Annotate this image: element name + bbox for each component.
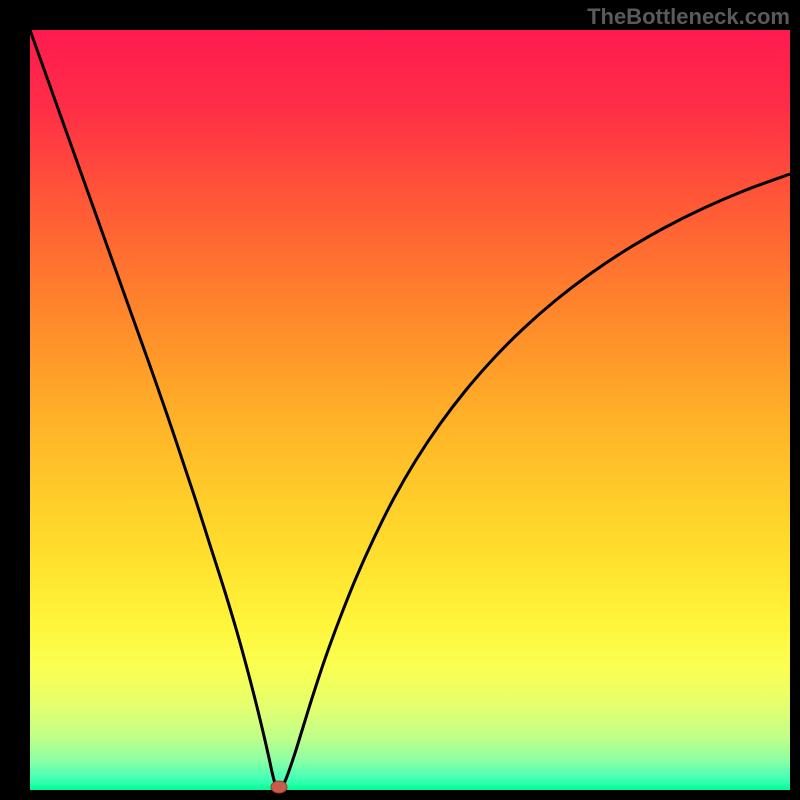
optimal-point-marker	[271, 781, 287, 793]
bottleneck-chart	[0, 0, 800, 800]
watermark-text: TheBottleneck.com	[587, 4, 790, 30]
chart-container: { "watermark": { "text": "TheBottleneck.…	[0, 0, 800, 800]
chart-plot-area	[30, 30, 790, 790]
